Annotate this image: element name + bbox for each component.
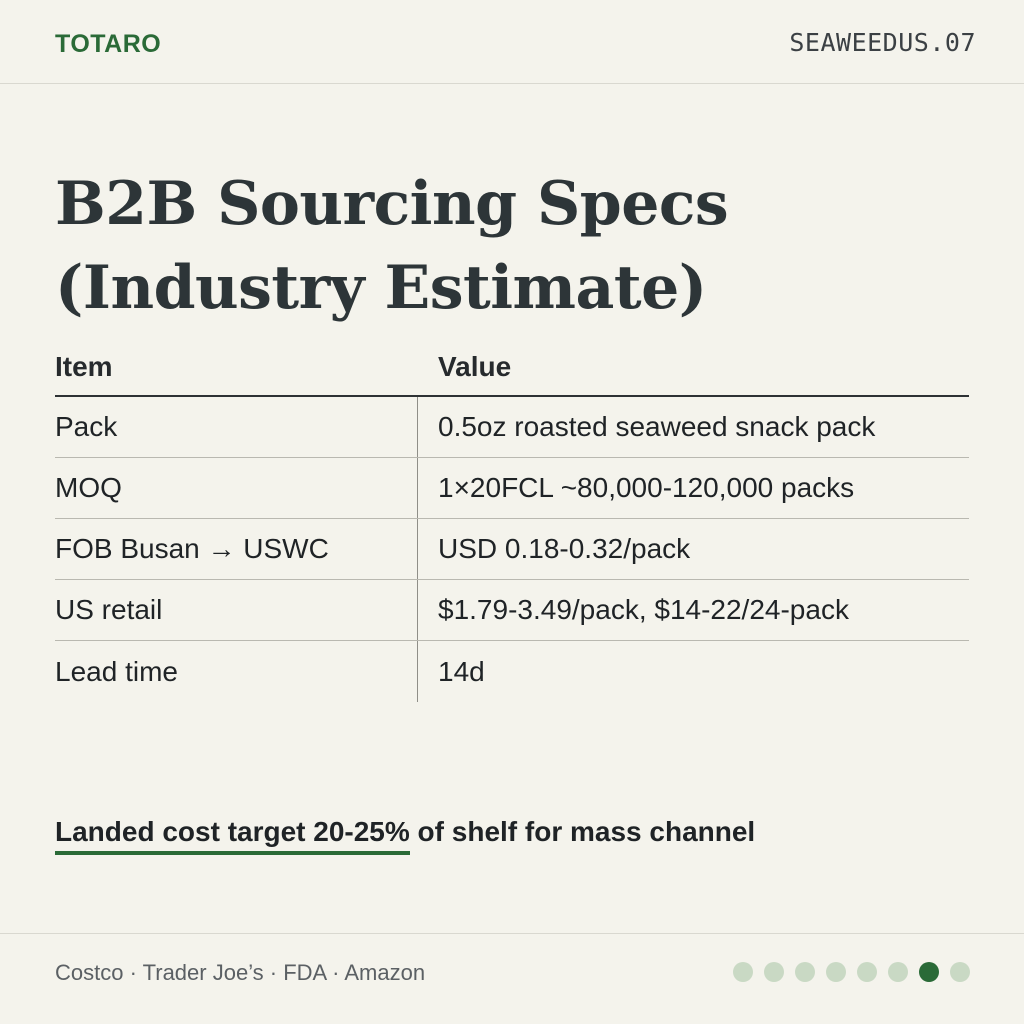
pagination-dot[interactable] — [826, 962, 846, 982]
table-row: Pack 0.5oz roasted seaweed snack pack — [55, 397, 969, 458]
slide-code: SEAWEEDUS.07 — [789, 28, 976, 57]
table-row: US retail $1.79-3.49/pack, $14-22/24-pac… — [55, 580, 969, 641]
key-takeaway: Landed cost target 20-25% of shelf for m… — [55, 816, 756, 855]
row-value: 0.5oz roasted seaweed snack pack — [438, 411, 876, 442]
table-header: Item Value — [55, 338, 969, 397]
takeaway-rest: of shelf for mass channel — [409, 816, 756, 847]
row-item: Lead time — [55, 641, 418, 702]
row-item: Pack — [55, 397, 418, 457]
pagination-dot[interactable] — [795, 962, 815, 982]
specs-table: Item Value Pack 0.5oz roasted seaweed sn… — [55, 338, 969, 702]
sources-list: Costco · Trader Joe’s · FDA · Amazon — [55, 960, 426, 985]
column-header-value: Value — [438, 350, 512, 382]
title-line-1: B2B Sourcing Specs — [55, 169, 729, 239]
brand-logo: TOTARO — [55, 30, 162, 58]
pagination-dot[interactable] — [764, 962, 784, 982]
row-value: 1×20FCL ~80,000-120,000 packs — [438, 472, 855, 503]
table-row: FOB Busan → USWC USD 0.18-0.32/pack — [55, 519, 969, 580]
pagination-dot[interactable] — [733, 962, 753, 982]
header: TOTARO SEAWEEDUS.07 — [0, 0, 1024, 84]
pagination-dot[interactable] — [888, 962, 908, 982]
title-line-2: (Industry Estimate) — [55, 253, 707, 323]
pagination-dot[interactable] — [950, 962, 970, 982]
row-item: FOB Busan → USWC — [55, 519, 418, 579]
table-row: Lead time 14d — [55, 641, 969, 702]
pagination-dot[interactable] — [857, 962, 877, 982]
row-value: 14d — [438, 655, 485, 687]
pagination-dot-active[interactable] — [919, 962, 939, 982]
pagination-dots — [733, 962, 970, 982]
row-value: $1.79-3.49/pack, $14-22/24-pack — [438, 594, 849, 625]
column-header-item: Item — [55, 350, 113, 382]
takeaway-highlight: Landed cost target 20-25% — [55, 816, 410, 855]
row-item: MOQ — [55, 458, 418, 518]
table-row: MOQ 1×20FCL ~80,000-120,000 packs — [55, 458, 969, 519]
row-value: USD 0.18-0.32/pack — [438, 533, 691, 564]
row-item: US retail — [55, 580, 418, 640]
footer: Costco · Trader Joe’s · FDA · Amazon — [0, 933, 1024, 1024]
page-title: B2B Sourcing Specs (Industry Estimate) — [55, 162, 975, 330]
